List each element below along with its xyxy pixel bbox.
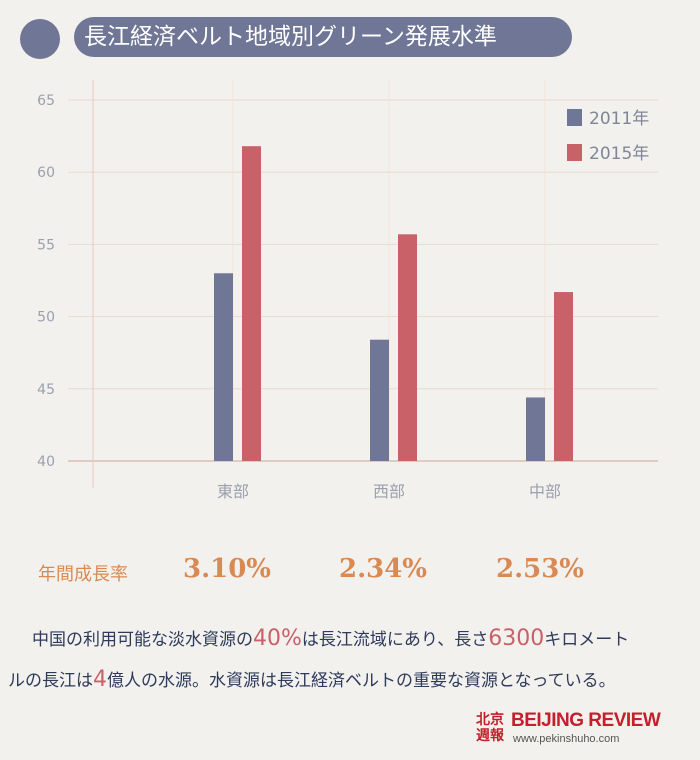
note-text: キロメート (544, 630, 630, 650)
y-tick-label: 50 (37, 310, 55, 326)
note-line-2: ルの長江は4億人の水源。水資源は長江経済ベルトの重要な資源となっている。 (8, 660, 694, 701)
growth-rate-east: 3.10% (182, 554, 272, 584)
beijing-review-logo: 北京週報 BEIJING REVIEW www.pekinshuho.com (473, 709, 685, 749)
bar (526, 397, 545, 461)
logo-name: BEIJING REVIEW (511, 710, 661, 731)
y-tick-label: 40 (37, 454, 55, 470)
bar (398, 234, 417, 461)
legend-label: 2011年 (589, 109, 649, 129)
bar (370, 339, 389, 461)
legend-label: 2015年 (589, 144, 649, 164)
note-highlight-length: 6300 (488, 626, 545, 651)
legend-swatch (567, 144, 582, 161)
bar (242, 146, 261, 461)
logo-url: www.pekinshuho.com (513, 733, 620, 745)
y-tick-label: 55 (37, 237, 55, 253)
growth-rate-central: 2.53% (495, 554, 585, 584)
note-highlight-percent: 40% (253, 626, 302, 651)
logo-chinese-chars: 北京週報 (476, 712, 504, 744)
x-tick-label: 東部 (217, 482, 249, 501)
y-tick-label: 65 (37, 93, 55, 109)
title-dot (20, 19, 60, 59)
chart-title: 長江経済ベルト地域別グリーン発展水準 (74, 17, 572, 57)
bar-chart: 40 45 50 55 60 65 東部 西部 中部 2011年 2015年 (37, 80, 658, 501)
note-text: 億人の水源。水資源は長江経済ベルトの重要な資源となっている。 (107, 671, 616, 691)
growth-rate-west: 2.34% (338, 554, 428, 584)
water-resource-note: 中国の利用可能な淡水資源の40%は長江流域にあり、長さ6300キロメート ルの長… (8, 619, 694, 701)
note-highlight-population: 4 (93, 667, 107, 692)
note-text: 中国の利用可能な淡水資源の (32, 630, 253, 650)
note-text: は長江流域にあり、長さ (301, 630, 489, 650)
note-line-1: 中国の利用可能な淡水資源の40%は長江流域にあり、長さ6300キロメート (8, 619, 694, 660)
legend-swatch (567, 109, 582, 126)
y-tick-label: 60 (37, 165, 55, 181)
note-text: ルの長江は (8, 671, 93, 691)
x-tick-label: 西部 (373, 482, 405, 501)
x-tick-label: 中部 (529, 482, 561, 501)
growth-rate-label: 年間成長率 (38, 564, 128, 585)
y-tick-label: 45 (37, 382, 55, 398)
bar (554, 292, 573, 461)
bar (214, 273, 233, 461)
